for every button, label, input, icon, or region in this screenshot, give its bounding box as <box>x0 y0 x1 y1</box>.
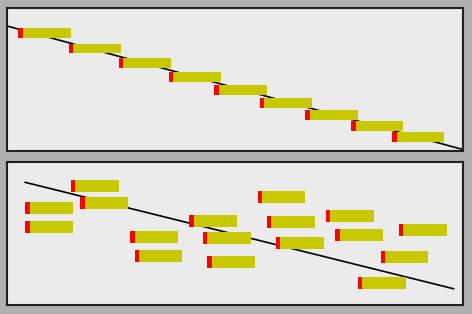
Bar <box>404 225 447 236</box>
Bar <box>358 277 362 289</box>
Bar <box>385 252 429 263</box>
Bar <box>330 210 374 222</box>
Bar <box>219 85 267 95</box>
Bar <box>123 58 171 68</box>
Bar <box>271 216 314 228</box>
Bar <box>139 250 183 262</box>
Bar <box>399 225 404 236</box>
Bar <box>25 221 30 233</box>
Bar <box>30 221 73 233</box>
Bar <box>276 237 280 249</box>
Bar <box>68 44 73 53</box>
Bar <box>208 232 251 244</box>
Bar <box>30 202 73 214</box>
Bar <box>71 180 76 192</box>
Bar <box>351 122 355 131</box>
Bar <box>189 215 194 227</box>
Bar <box>396 132 444 142</box>
Bar <box>208 256 212 268</box>
Bar <box>214 85 219 95</box>
Bar <box>80 198 84 209</box>
Bar <box>258 191 262 203</box>
Bar <box>362 277 405 289</box>
Bar <box>339 229 383 241</box>
Bar <box>173 72 221 82</box>
Bar <box>267 216 271 228</box>
Bar <box>135 250 139 262</box>
Bar <box>25 202 30 214</box>
Bar <box>203 232 208 244</box>
Bar <box>212 256 255 268</box>
Bar <box>305 110 310 120</box>
Bar <box>262 191 305 203</box>
Bar <box>18 28 23 38</box>
Bar <box>392 132 396 142</box>
Bar <box>326 210 330 222</box>
Bar <box>355 122 404 131</box>
Bar <box>380 252 385 263</box>
Bar <box>130 231 135 243</box>
Bar <box>135 231 178 243</box>
Bar <box>76 180 118 192</box>
Bar <box>169 72 173 82</box>
Bar <box>194 215 237 227</box>
Bar <box>280 237 324 249</box>
Bar <box>260 98 264 108</box>
Bar <box>84 198 128 209</box>
Bar <box>73 44 121 53</box>
Bar <box>118 58 123 68</box>
Bar <box>23 28 71 38</box>
Bar <box>335 229 339 241</box>
Bar <box>310 110 358 120</box>
Bar <box>264 98 312 108</box>
